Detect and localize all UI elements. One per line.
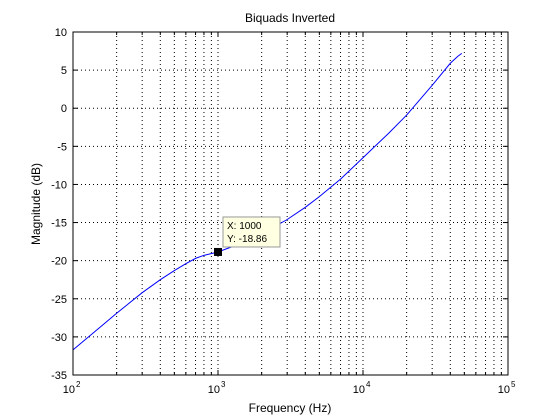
x-tick-exponent: 5: [511, 380, 516, 389]
x-tick-base: 10: [208, 384, 220, 396]
datatip-x-label: X: 1000: [227, 221, 262, 232]
x-tick-label: 10 5: [498, 380, 516, 396]
x-tick-base: 10: [63, 384, 75, 396]
x-tick-label: 10 4: [353, 380, 371, 396]
chart-title: Biquads Inverted: [245, 11, 335, 25]
y-tick-label: -20: [51, 256, 67, 268]
x-tick-exponent: 3: [221, 380, 226, 389]
y-tick-label: -30: [51, 332, 67, 344]
grid: [73, 32, 508, 375]
y-tick-label: -5: [57, 141, 67, 153]
plot-area: [73, 32, 508, 375]
plot-frame: [72, 31, 509, 376]
datatip-marker[interactable]: [214, 247, 222, 256]
datatip-box: [222, 216, 281, 248]
y-tick-label: -15: [51, 218, 67, 230]
x-tick-base: 10: [498, 384, 510, 396]
y-tick-label: -25: [51, 294, 67, 306]
y-tick-label: 0: [61, 103, 67, 115]
y-axis-label: Magnitude (dB): [29, 163, 43, 245]
y-tick-label: -10: [51, 179, 67, 191]
x-axis-label: Frequency (Hz): [249, 401, 332, 415]
y-tick-label: 5: [61, 65, 67, 77]
x-tick-exponent: 2: [76, 380, 81, 389]
datatip-y-label: Y: -18.86: [227, 234, 267, 245]
x-tick-labels: 10 2 10 3 10 4 10 5: [63, 380, 516, 396]
x-tick-label: 10 3: [208, 380, 226, 396]
y-tick-labels: 10 5 0 -5 -10 -15 -20 -25 -30 -35: [51, 27, 67, 382]
x-tick-exponent: 4: [366, 380, 371, 389]
annotations: X: 1000 Y: -18.86: [214, 216, 281, 256]
x-tick-base: 10: [353, 384, 365, 396]
y-tick-label: -35: [51, 370, 67, 382]
y-tick-label: 10: [55, 27, 67, 39]
x-tick-label: 10 2: [63, 380, 81, 396]
